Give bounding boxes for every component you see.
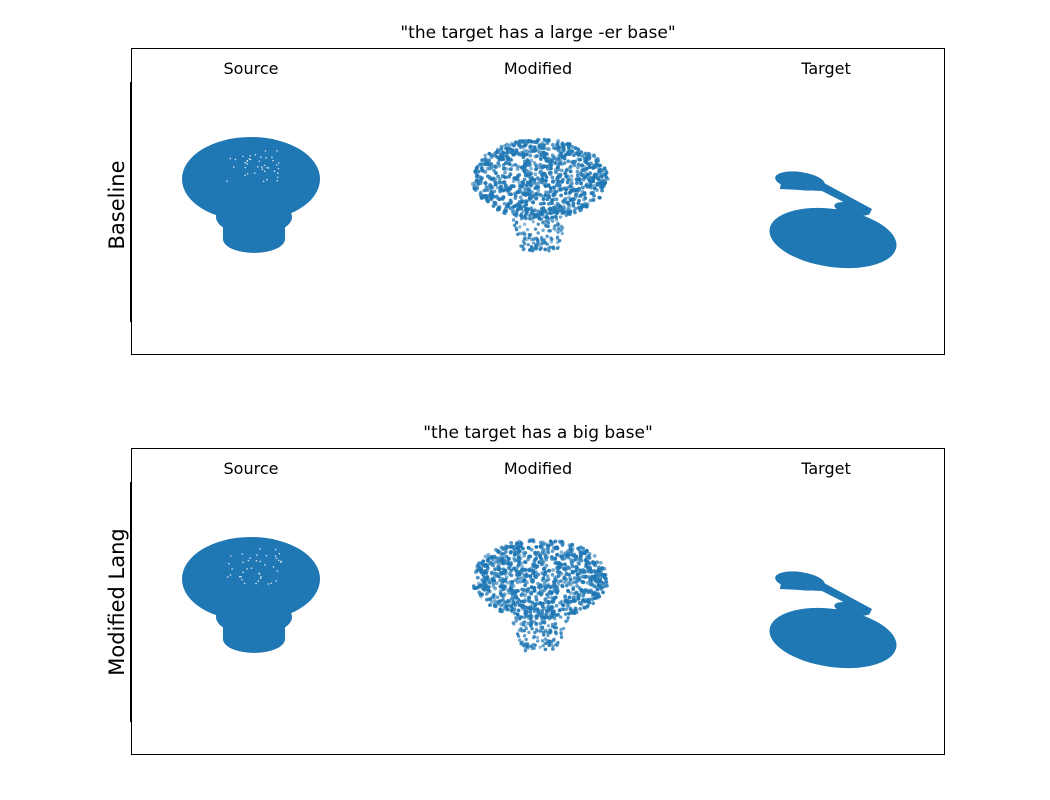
column-label-modified: Modified [503,59,573,78]
modified-point-cloud [471,538,609,653]
column-label-source: Source [223,59,279,78]
panel-title-baseline: "the target has a large -er base" [400,23,676,43]
row-label-modified-lang: Modified Lang [105,528,129,676]
source-point-cloud [182,537,320,653]
column-label-target: Target [801,459,851,478]
point-cloud-canvas [182,137,897,269]
panel-modified-lang: Source Modified Target [131,448,945,755]
column-label-modified: Modified [503,459,573,478]
row-label-axis-line [130,482,131,722]
target-point-cloud [769,171,897,269]
panel-baseline: Source Modified Target [131,48,945,355]
target-point-cloud [769,571,897,669]
column-label-source: Source [223,459,279,478]
source-point-cloud [182,137,320,253]
column-label-target: Target [801,59,851,78]
point-cloud-canvas [182,537,897,669]
modified-point-cloud [470,137,610,253]
panel-title-modified-lang: "the target has a big base" [423,423,653,443]
row-label-axis-line [130,82,131,322]
row-label-baseline: Baseline [105,160,129,250]
